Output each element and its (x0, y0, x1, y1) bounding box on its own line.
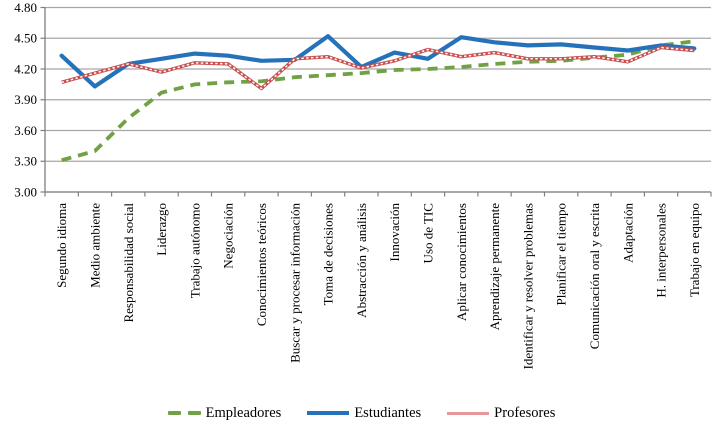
x-axis-label: Uso de TIC (420, 203, 435, 263)
legend-label-estudiantes: Estudiantes (354, 405, 422, 421)
x-axis-label: Trabajo en equipo (687, 203, 702, 297)
x-axis-label: Abstracción y análisis (354, 203, 369, 318)
x-axis-label: Negociación (221, 203, 236, 269)
x-axis-label: Buscar y procesar información (287, 203, 302, 363)
line-chart: 3.00 3.30 3.60 3.90 4.20 4.50 4.80 Segundo idio… (14, 0, 712, 369)
legend-label-profesores: Profesores (494, 405, 556, 421)
legend-item-estudiantes: Estudiantes (307, 406, 421, 421)
x-axis-label: Adaptación (620, 203, 635, 263)
series-line-profesores (61, 45, 695, 91)
x-axis-label: Trabajo autónomo (187, 203, 202, 298)
x-axis-label: Identificar y resolver problemas (520, 203, 535, 369)
series-line-estudiantes (59, 34, 697, 89)
x-axis-label: Planificar el tiempo (554, 203, 569, 306)
x-axis-label: Aplicar conocimientos (454, 203, 469, 321)
legend-item-profesores: Profesores (447, 406, 555, 421)
empleadores-dashed-line-swatch (167, 411, 201, 416)
legend-item-empleadores: Empleadores (167, 405, 282, 421)
y-axis-label: 4.50 (14, 31, 37, 46)
chart-legend: Empleadores Estudiantes Profesores (0, 406, 723, 421)
legend-label-empleadores: Empleadores (205, 405, 282, 421)
y-axis-label: 3.00 (14, 184, 37, 199)
x-axis-label: Medio ambiente (87, 203, 102, 288)
x-axis-label: Innovación (387, 203, 402, 262)
x-axis-label: Responsabilidad social (121, 203, 136, 323)
series-line-profesores-hatch (61, 46, 695, 90)
x-axis-label: Comunicación oral y escrita (587, 203, 602, 349)
x-axis-label: Segundo idioma (54, 203, 69, 288)
y-axis-label: 3.60 (14, 123, 37, 138)
x-axis-label: Liderazgo (154, 203, 169, 256)
y-axis-label: 4.80 (14, 0, 37, 15)
y-axis-label: 4.20 (14, 61, 37, 76)
x-axis-label: H. interpersonales (654, 203, 669, 298)
profesores-solid-line-swatch (447, 411, 490, 415)
x-axis-label: Aprendizaje permanente (487, 203, 502, 331)
x-axis-label: Conocimientos teóricos (254, 203, 269, 326)
y-axis-label: 3.90 (14, 92, 37, 107)
x-axis-label: Toma de decisiones (321, 203, 336, 305)
y-axis-label: 3.30 (14, 154, 37, 169)
estudiantes-solid-line-swatch (307, 411, 350, 416)
